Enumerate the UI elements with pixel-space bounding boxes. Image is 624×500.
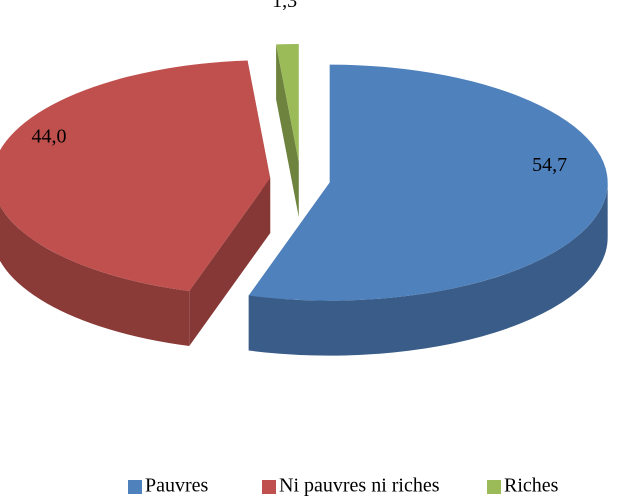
- pie-slice: [276, 44, 299, 218]
- slice-wall: [189, 178, 271, 346]
- slice-top: [248, 64, 608, 301]
- slice-side: [0, 205, 190, 346]
- legend-label: Ni pauvres ni riches: [279, 475, 440, 497]
- data-label: 54,7: [532, 154, 567, 176]
- data-label: 44,0: [32, 126, 67, 148]
- slice-top: [0, 60, 271, 291]
- pie-slice: [248, 64, 608, 356]
- legend-label: Pauvres: [145, 475, 209, 497]
- legend-swatch: [487, 480, 501, 494]
- slice-side: [248, 182, 608, 356]
- pie-slice: [0, 60, 271, 346]
- data-label: 1,3: [272, 0, 297, 12]
- legend-swatch: [128, 480, 142, 494]
- legend-swatch: [262, 480, 276, 494]
- slice-wall: [276, 44, 299, 218]
- slice-top: [276, 44, 299, 163]
- legend-label: Riches: [504, 475, 559, 497]
